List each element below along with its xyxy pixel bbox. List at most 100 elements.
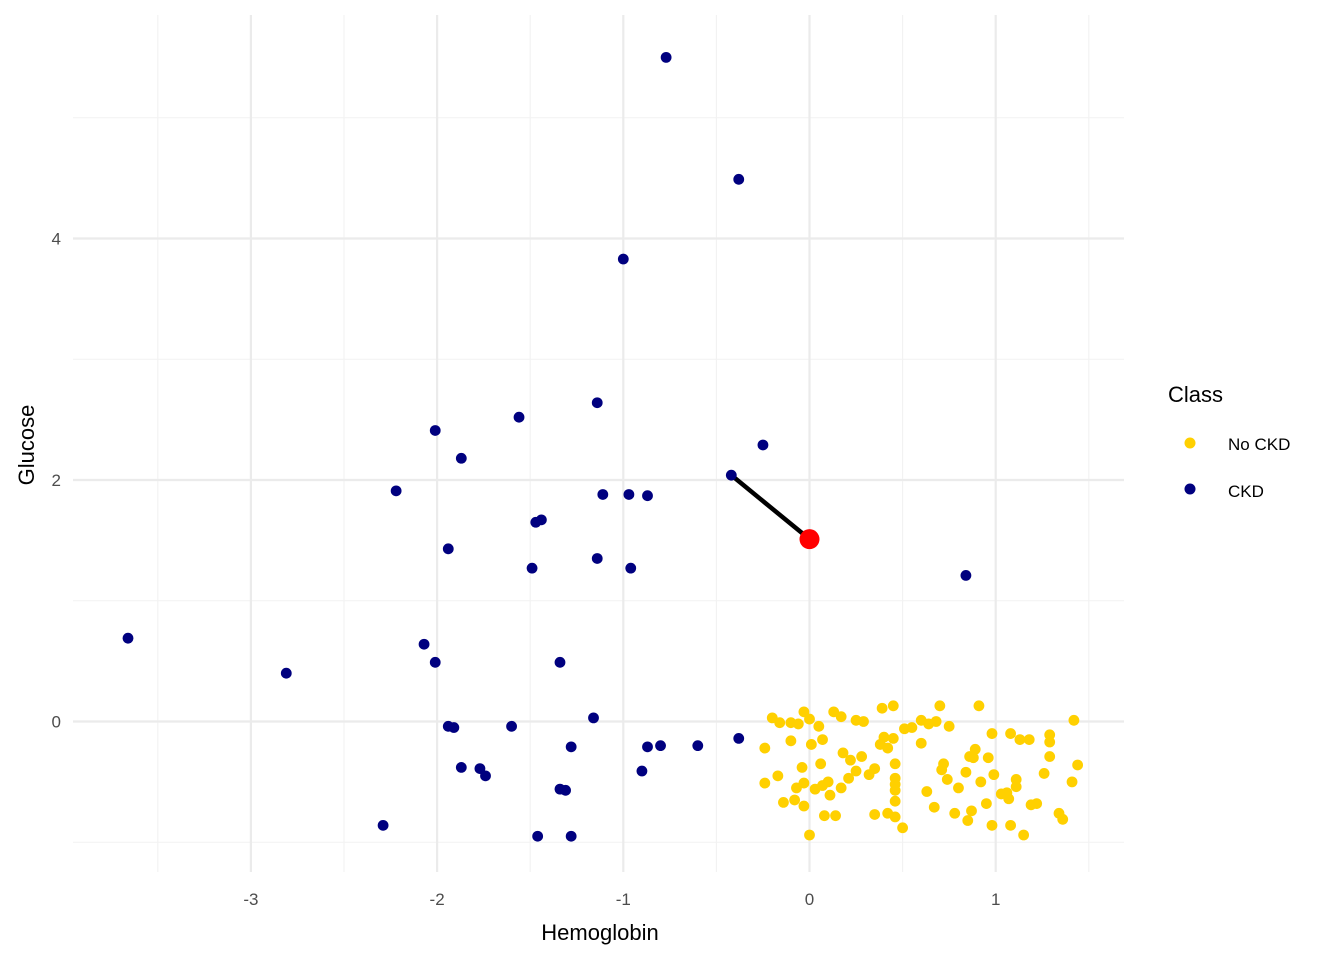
point-ckd bbox=[429, 425, 441, 436]
point-no-ckd bbox=[980, 798, 992, 810]
point-ckd bbox=[280, 667, 292, 679]
y-tick-label: 4 bbox=[52, 230, 61, 249]
point-ckd bbox=[560, 784, 571, 796]
legend: Class No CKD CKD bbox=[1168, 382, 1290, 501]
point-no-ckd bbox=[1066, 776, 1078, 788]
point-no-ckd bbox=[772, 770, 784, 782]
point-ckd bbox=[636, 765, 648, 777]
minor-gridlines bbox=[73, 15, 1124, 872]
point-no-ckd bbox=[921, 786, 933, 797]
point-no-ckd bbox=[982, 752, 994, 764]
point-no-ckd bbox=[949, 807, 961, 819]
x-tick-label: -1 bbox=[616, 890, 631, 909]
point-ckd bbox=[455, 761, 467, 773]
point-ckd bbox=[597, 489, 609, 500]
point-no-ckd bbox=[969, 743, 981, 755]
point-no-ckd bbox=[796, 761, 808, 773]
point-no-ckd bbox=[822, 776, 834, 788]
point-ckd bbox=[526, 562, 538, 574]
point-no-ckd bbox=[960, 766, 972, 778]
point-ckd bbox=[625, 562, 637, 574]
point-no-ckd bbox=[824, 789, 836, 801]
point-no-ckd bbox=[962, 815, 974, 826]
point-ckd bbox=[960, 569, 972, 581]
point-no-ckd bbox=[798, 777, 810, 789]
legend-swatch-ckd bbox=[1184, 483, 1196, 495]
point-no-ckd bbox=[986, 819, 998, 831]
point-no-ckd bbox=[986, 728, 998, 739]
point-no-ckd bbox=[966, 805, 977, 817]
point-ckd bbox=[660, 51, 672, 63]
highlight-layer bbox=[799, 529, 820, 550]
point-no-ckd bbox=[967, 752, 979, 764]
point-no-ckd bbox=[1005, 819, 1016, 831]
point-no-ckd bbox=[943, 720, 955, 732]
point-no-ckd bbox=[805, 739, 817, 750]
query-point bbox=[799, 529, 820, 550]
y-tick-label: 2 bbox=[52, 471, 61, 490]
point-no-ckd bbox=[876, 702, 888, 714]
point-ckd bbox=[588, 712, 599, 724]
point-no-ckd bbox=[785, 735, 797, 747]
point-no-ckd bbox=[798, 800, 810, 812]
legend-title: Class bbox=[1168, 382, 1223, 407]
point-no-ckd bbox=[759, 742, 771, 754]
point-no-ckd bbox=[835, 782, 847, 794]
nearest-neighbor-segment bbox=[729, 472, 812, 542]
point-no-ckd bbox=[889, 795, 901, 807]
legend-label-no-ckd: No CKD bbox=[1228, 435, 1290, 454]
point-no-ckd bbox=[850, 765, 862, 777]
point-ckd bbox=[530, 516, 542, 528]
point-no-ckd bbox=[804, 713, 815, 725]
point-ckd bbox=[122, 632, 134, 644]
x-tick-label: 0 bbox=[805, 890, 814, 909]
point-ckd bbox=[623, 489, 635, 500]
point-no-ckd bbox=[1003, 793, 1015, 805]
legend-swatch-no-ckd bbox=[1184, 437, 1196, 449]
point-ckd bbox=[757, 439, 769, 451]
points-layer bbox=[122, 51, 1084, 842]
point-no-ckd bbox=[856, 751, 868, 762]
point-ckd bbox=[442, 543, 454, 555]
point-no-ckd bbox=[915, 737, 927, 749]
point-no-ckd bbox=[1068, 714, 1080, 726]
point-no-ckd bbox=[869, 763, 881, 774]
point-ckd bbox=[591, 397, 603, 409]
point-ckd bbox=[565, 741, 577, 753]
point-no-ckd bbox=[889, 811, 901, 823]
point-no-ckd bbox=[759, 777, 771, 789]
point-no-ckd bbox=[953, 782, 964, 794]
point-ckd bbox=[565, 830, 577, 842]
point-no-ckd bbox=[1072, 759, 1084, 771]
point-no-ckd bbox=[934, 700, 946, 712]
point-no-ckd bbox=[906, 722, 918, 733]
point-no-ckd bbox=[1057, 813, 1069, 825]
point-no-ckd bbox=[818, 810, 830, 822]
point-ckd bbox=[692, 740, 704, 752]
point-no-ckd bbox=[887, 700, 899, 712]
point-no-ckd bbox=[975, 776, 987, 788]
point-no-ckd bbox=[789, 794, 801, 806]
x-tick-label: -2 bbox=[430, 890, 445, 909]
point-ckd bbox=[390, 485, 402, 497]
point-ckd bbox=[554, 656, 566, 668]
point-no-ckd bbox=[1044, 736, 1056, 748]
point-ckd bbox=[642, 741, 653, 753]
legend-label-ckd: CKD bbox=[1228, 482, 1264, 501]
point-ckd bbox=[591, 553, 603, 564]
point-no-ckd bbox=[835, 711, 847, 723]
point-no-ckd bbox=[889, 758, 901, 770]
point-no-ckd bbox=[1023, 734, 1035, 746]
point-no-ckd bbox=[941, 774, 953, 785]
point-no-ckd bbox=[1031, 798, 1043, 810]
point-no-ckd bbox=[1010, 781, 1022, 793]
point-no-ckd bbox=[843, 772, 855, 784]
connector-layer bbox=[729, 472, 812, 542]
point-no-ckd bbox=[778, 797, 789, 808]
point-no-ckd bbox=[774, 717, 786, 729]
point-no-ckd bbox=[928, 801, 940, 813]
major-gridlines bbox=[73, 15, 1124, 872]
point-ckd bbox=[506, 720, 517, 732]
point-no-ckd bbox=[813, 720, 825, 732]
